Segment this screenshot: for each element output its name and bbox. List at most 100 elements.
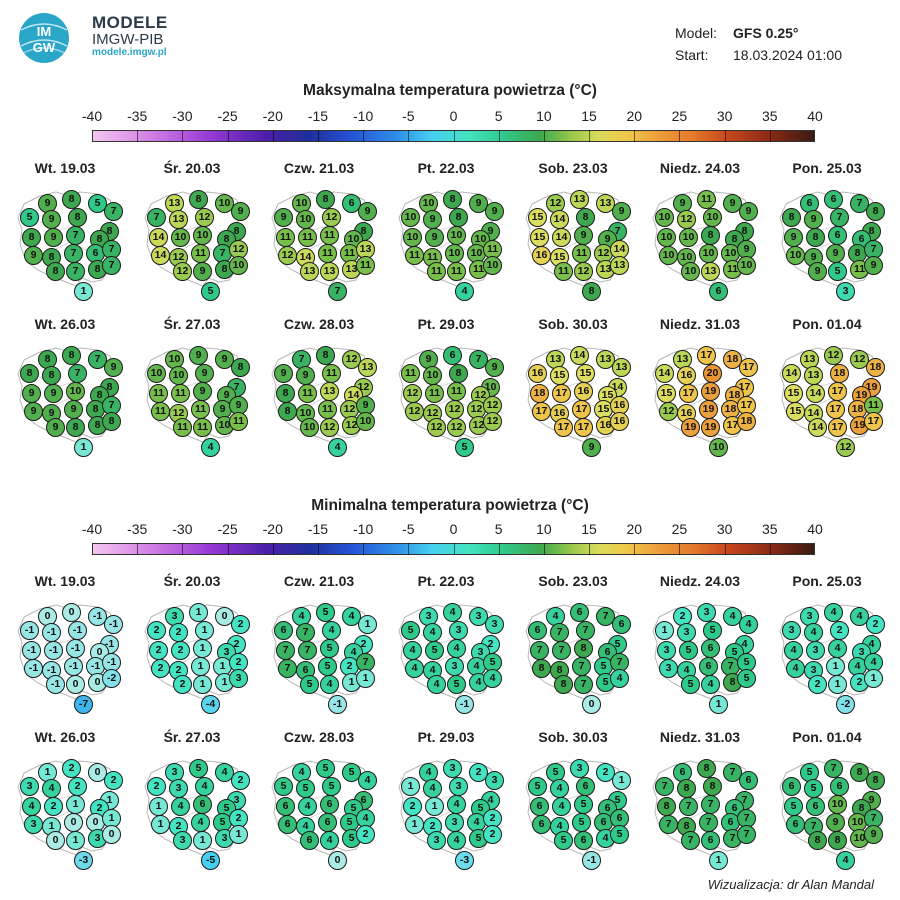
scale-tick	[543, 543, 545, 555]
temperature-marker: 2	[808, 675, 827, 694]
scale-label: -15	[307, 108, 329, 124]
temperature-marker: 10	[703, 208, 722, 227]
temperature-marker: 10	[356, 412, 375, 431]
scale-label: -15	[307, 521, 329, 537]
temperature-marker: 1	[612, 771, 631, 790]
temperature-marker: 1	[193, 675, 212, 694]
temperature-marker: 5	[300, 675, 319, 694]
temperature-marker: 4	[784, 641, 803, 660]
temperature-marker: 15	[528, 208, 547, 227]
temperature-marker: 3	[173, 831, 192, 850]
temperature-marker: 5	[274, 777, 293, 796]
start-value: 18.03.2024 01:00	[733, 47, 842, 63]
poland-map: 13 8 10 9 7 13 12 8 14 10 10 8 14 12 11 7 12 12 9 8 10 5	[137, 182, 250, 301]
scale-tick	[182, 543, 184, 555]
temperature-marker: 11	[320, 226, 339, 245]
temperature-marker: 3	[24, 815, 43, 834]
temperature-marker: 2	[68, 777, 87, 796]
temperature-marker: 5	[316, 603, 335, 622]
poland-map: 4 3 2 3 1 4 3 4 2 1 4 5 1 2 3 4 2 3 4 5 2 -3	[391, 751, 504, 870]
temperature-marker: 6	[530, 797, 549, 816]
temperature-marker: 10	[296, 210, 315, 229]
day-label: Sob. 30.03	[538, 729, 608, 745]
temperature-marker: 4	[356, 809, 375, 828]
scale-tick	[724, 130, 726, 142]
temperature-marker: 1	[195, 621, 214, 640]
temperature-marker: 11	[193, 418, 212, 437]
scale-label: 10	[536, 108, 552, 124]
temperature-marker: 11	[151, 402, 170, 421]
scale-label: 20	[626, 521, 643, 537]
temperature-marker: 7	[102, 256, 121, 275]
temperature-marker: 8	[22, 228, 41, 247]
temperature-marker: 3	[782, 621, 801, 640]
poland-map: 9 11 9 9 10 12 10 8 10 10 8 8 10 10 10 10 9 10 13 11 10 6	[645, 182, 758, 301]
temperature-marker: 7	[737, 825, 756, 844]
temperature-marker: 3	[800, 607, 819, 626]
temperature-marker: 8	[62, 190, 81, 209]
temperature-marker: 4	[298, 797, 317, 816]
temperature-marker: 7	[550, 623, 569, 642]
poland-map: 13 14 13 13 16 15 15 14 18 17 16 15 17 16 17 15 16 17 17 16…	[518, 338, 631, 457]
temperature-marker: 5	[572, 813, 591, 832]
model-label: Model:	[675, 25, 718, 41]
scale-label: -40	[81, 108, 103, 124]
temperature-marker: 14	[552, 228, 571, 247]
temperature-marker: 8	[582, 282, 601, 301]
temperature-marker: 12	[427, 418, 446, 437]
temperature-marker: 13	[800, 350, 819, 369]
temperature-marker: 9	[485, 202, 504, 221]
temperature-marker: 10	[423, 366, 442, 385]
temperature-marker: 8	[231, 358, 250, 377]
temperature-marker: 2	[231, 615, 250, 634]
poland-map: 7 8 12 13 9 9 11 12 8 11 13 14 8 10 11 12 9 10 12 12 10 4	[264, 338, 377, 457]
temperature-marker: 9	[804, 210, 823, 229]
temperature-marker: 7	[298, 641, 317, 660]
temperature-marker: 2	[173, 675, 192, 694]
temperature-marker: 4	[546, 607, 565, 626]
temperature-marker: 15	[786, 402, 805, 421]
temperature-marker: 7	[68, 364, 87, 383]
temperature-marker: 16	[574, 382, 593, 401]
temperature-marker: 4	[201, 438, 220, 457]
brand-url[interactable]: modele.imgw.pl	[92, 46, 167, 58]
temperature-marker: 11	[554, 262, 573, 281]
temperature-marker: 4	[610, 669, 629, 688]
temperature-marker: 2	[469, 763, 488, 782]
temperature-marker: 7	[530, 641, 549, 660]
temperature-marker: 3	[806, 641, 825, 660]
scale-tick	[363, 543, 365, 555]
temperature-marker: 12	[483, 396, 502, 415]
day-label: Niedz. 31.03	[659, 729, 741, 745]
temperature-marker: 17	[739, 358, 758, 377]
temperature-marker: 10	[419, 194, 438, 213]
scale-label: -35	[127, 108, 148, 124]
temperature-marker: 4	[195, 777, 214, 796]
temperature-marker: 9	[195, 364, 214, 383]
temperature-marker: 6	[528, 621, 547, 640]
temperature-marker: 2	[147, 621, 166, 640]
start-label: Start:	[675, 47, 709, 63]
temperature-marker: 9	[189, 346, 208, 365]
temperature-marker: 6	[824, 190, 843, 209]
temperature-marker: 9	[64, 400, 83, 419]
scale-label: 0	[449, 108, 458, 124]
temperature-marker: 10	[171, 228, 190, 247]
temperature-marker: 4	[405, 659, 424, 678]
scale-tick	[679, 543, 681, 555]
temperature-marker: 7	[278, 659, 297, 678]
temperature-marker: 11	[229, 412, 248, 431]
temperature-marker: 7	[572, 657, 591, 676]
temperature-marker: 5	[296, 779, 315, 798]
temperature-marker: 9	[864, 256, 883, 275]
temperature-marker: 1	[828, 675, 847, 694]
temperature-marker: 1	[66, 831, 85, 850]
temperature-marker: 4	[423, 623, 442, 642]
scale-tick	[543, 130, 545, 142]
temperature-marker: 11	[447, 382, 466, 401]
temperature-marker: 7	[147, 208, 166, 227]
day-label: Niedz. 24.03	[659, 160, 741, 176]
temperature-marker: 4	[328, 438, 347, 457]
temperature-marker: 0	[66, 675, 85, 694]
